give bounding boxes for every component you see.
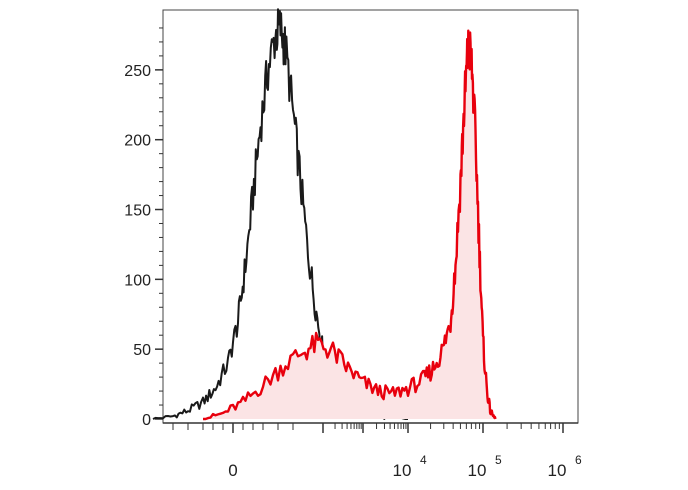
y-tick-label: 250 xyxy=(124,63,151,80)
series-area-red xyxy=(203,30,496,419)
x-tick-label: 0 xyxy=(228,461,237,480)
y-tick-label: 150 xyxy=(124,203,151,220)
plot-frame xyxy=(162,9,579,424)
y-tick-label: 200 xyxy=(124,133,151,150)
x-axis: 0 10 4 10 5 10 6 xyxy=(163,422,582,480)
x-tick-exponent: 6 xyxy=(575,453,582,467)
y-tick-label: 50 xyxy=(133,342,151,359)
x-tick-label: 10 xyxy=(393,461,412,480)
series-layer xyxy=(152,8,497,421)
x-tick-label: 10 xyxy=(468,461,487,480)
x-tick-exponent: 5 xyxy=(495,453,502,467)
x-tick-exponent: 4 xyxy=(420,453,427,467)
y-axis: 0 50 100 150 200 250 xyxy=(124,27,163,429)
x-tick-label: 10 xyxy=(548,461,567,480)
y-tick-label: 0 xyxy=(142,412,151,429)
y-tick-label: 100 xyxy=(124,272,151,289)
series-line-red xyxy=(203,29,497,421)
series-line-black xyxy=(152,8,408,420)
